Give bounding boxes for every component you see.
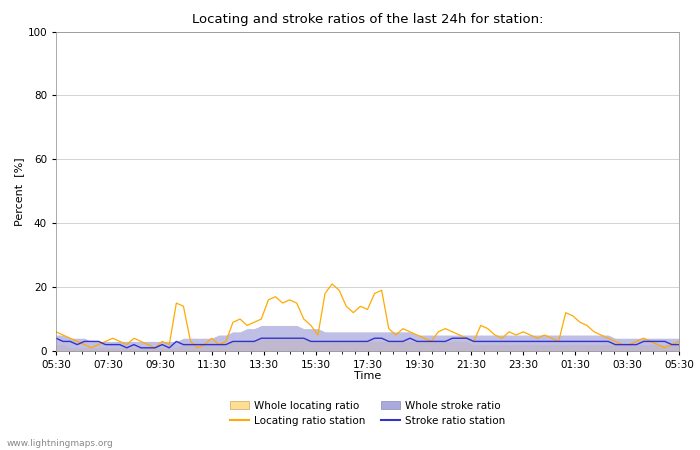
- Title: Locating and stroke ratios of the last 24h for station:: Locating and stroke ratios of the last 2…: [192, 13, 543, 26]
- Text: www.lightningmaps.org: www.lightningmaps.org: [7, 439, 113, 448]
- Y-axis label: Percent  [%]: Percent [%]: [15, 157, 24, 225]
- Legend: Whole locating ratio, Locating ratio station, Whole stroke ratio, Stroke ratio s: Whole locating ratio, Locating ratio sta…: [227, 398, 508, 429]
- X-axis label: Time: Time: [354, 371, 381, 382]
